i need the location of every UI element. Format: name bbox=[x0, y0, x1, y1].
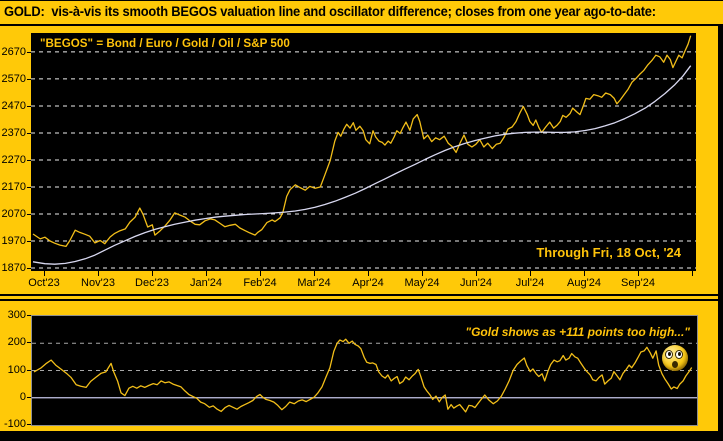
y-axis-label: 1970 bbox=[1, 235, 26, 247]
main-chart-panel: "BEGOS" = Bond / Euro / Gold / Oil / S&P… bbox=[31, 33, 696, 271]
y-axis-tick bbox=[27, 241, 31, 242]
emoji-mouth bbox=[672, 361, 678, 368]
top-border-line bbox=[0, 0, 723, 1]
x-axis-tick bbox=[584, 271, 585, 276]
y-axis-label: 0 bbox=[19, 390, 26, 403]
x-axis-label: Dec'23 bbox=[135, 277, 169, 289]
x-axis-tick bbox=[314, 271, 315, 276]
y-axis-label: 100 bbox=[7, 363, 26, 376]
emoji-right-eye bbox=[675, 350, 683, 359]
y-axis-label: -100 bbox=[3, 418, 26, 430]
y-axis-label: 2670 bbox=[1, 45, 26, 58]
x-axis-tick bbox=[368, 271, 369, 276]
x-axis-label: Jun'24 bbox=[459, 277, 493, 289]
y-axis-tick bbox=[27, 369, 31, 371]
y-axis-label: 2470 bbox=[1, 99, 26, 112]
x-axis-tick bbox=[206, 271, 207, 276]
x-axis-label: Jul'24 bbox=[515, 277, 545, 289]
oscillator-panel: "Gold shows as +111 points too high..." bbox=[31, 315, 698, 426]
y-axis-label: 2370 bbox=[1, 126, 26, 139]
x-axis-tick bbox=[152, 271, 153, 276]
x-axis-label: Oct'23 bbox=[28, 277, 60, 289]
y-axis-tick bbox=[27, 315, 31, 316]
page-title: GOLD: vis-à-vis its smooth BEGOS valuati… bbox=[4, 4, 656, 19]
series-gold-minus-valuation bbox=[33, 338, 693, 413]
oscillator-annotation: "Gold shows as +111 points too high..." bbox=[465, 325, 690, 339]
x-axis-tick bbox=[476, 271, 477, 276]
x-axis-label: Mar'24 bbox=[297, 277, 331, 289]
x-axis-tick bbox=[638, 271, 639, 276]
right-border-bar bbox=[718, 26, 723, 441]
y-axis-tick bbox=[27, 342, 31, 344]
emoji-left-eye bbox=[665, 350, 673, 359]
x-axis-label: Sep'24 bbox=[621, 277, 655, 289]
separator-double-line bbox=[0, 294, 723, 301]
y-axis-label: 200 bbox=[7, 336, 26, 349]
through-date-label: Through Fri, 18 Oct, '24 bbox=[536, 245, 681, 260]
shocked-face-emoji-icon bbox=[662, 345, 688, 371]
y-axis-tick bbox=[27, 159, 31, 161]
y-axis-tick bbox=[27, 132, 31, 134]
y-axis-tick bbox=[27, 424, 31, 425]
x-axis-label: Nov'23 bbox=[81, 277, 115, 289]
x-axis-label: Aug'24 bbox=[567, 277, 601, 289]
emoji-left-pupil bbox=[668, 352, 671, 356]
oscillator-plot bbox=[32, 338, 697, 413]
y-axis-label: 300 bbox=[7, 309, 26, 321]
title-underline bbox=[0, 24, 723, 26]
main-chart-plot bbox=[31, 35, 696, 269]
series-smooth-begos-valuation-line bbox=[32, 65, 692, 265]
begos-legend: "BEGOS" = Bond / Euro / Gold / Oil / S&P… bbox=[40, 36, 290, 50]
y-axis-tick bbox=[27, 186, 31, 188]
y-axis-label: 2270 bbox=[1, 153, 26, 166]
y-axis-tick bbox=[27, 51, 31, 53]
x-axis-tick bbox=[44, 271, 45, 276]
y-axis-label: 2070 bbox=[1, 207, 26, 220]
emoji-right-pupil bbox=[678, 352, 681, 356]
x-axis-tick bbox=[530, 271, 531, 276]
x-axis-label: May'24 bbox=[404, 277, 440, 289]
x-axis-label: Jan'24 bbox=[189, 277, 223, 289]
bottom-border-bar bbox=[0, 431, 723, 441]
x-axis-tick bbox=[260, 271, 261, 276]
x-axis-label: Apr'24 bbox=[352, 277, 384, 289]
y-axis-tick bbox=[27, 268, 31, 270]
y-axis-label: 2570 bbox=[1, 72, 26, 85]
y-axis-tick bbox=[27, 105, 31, 107]
x-axis-tick bbox=[422, 271, 423, 276]
x-axis-tick bbox=[98, 271, 99, 276]
y-axis-tick bbox=[27, 213, 31, 215]
y-axis-label: 1870 bbox=[1, 262, 26, 275]
y-axis-tick bbox=[27, 396, 31, 398]
x-axis-tick bbox=[692, 271, 693, 276]
y-axis-label: 2170 bbox=[1, 180, 26, 193]
y-axis-tick bbox=[27, 78, 31, 80]
series-gold-daily-closes bbox=[32, 35, 692, 248]
x-axis-label: Feb'24 bbox=[243, 277, 277, 289]
